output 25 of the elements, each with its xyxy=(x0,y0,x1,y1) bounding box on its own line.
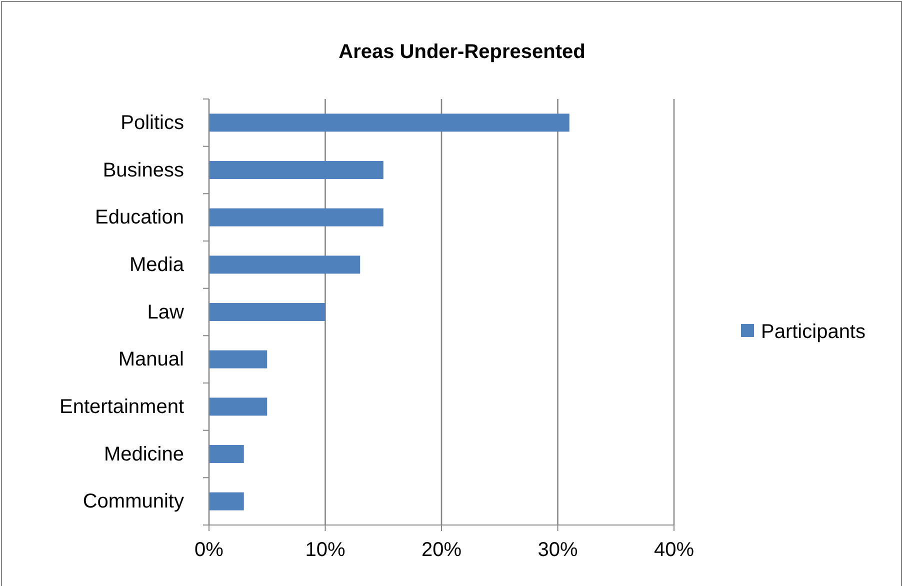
bar xyxy=(209,398,268,416)
legend-label: Participants xyxy=(761,321,866,343)
bar xyxy=(209,445,244,463)
bar xyxy=(209,114,570,132)
x-tick-label: 40% xyxy=(654,539,694,561)
y-tick-label: Law xyxy=(147,301,185,324)
bar xyxy=(209,303,326,321)
y-tick-label: Medicine xyxy=(104,443,184,466)
y-tick-label: Business xyxy=(102,159,184,182)
bar xyxy=(209,350,268,368)
y-tick-label: Media xyxy=(130,254,185,276)
bar xyxy=(209,161,384,179)
y-tick-label: Entertainment xyxy=(59,396,184,418)
x-tick-label: 0% xyxy=(194,539,224,561)
y-tick-label: Politics xyxy=(120,112,184,134)
x-tick-label: 20% xyxy=(421,539,462,561)
y-tick-label: Manual xyxy=(118,348,184,371)
chart-title: Areas Under-Represented xyxy=(338,41,586,63)
bar xyxy=(209,256,360,274)
x-tick-label: 30% xyxy=(538,539,578,561)
y-tick-label: Education xyxy=(95,206,184,229)
bar xyxy=(209,492,244,510)
y-tick-label: Community xyxy=(82,490,184,513)
bar xyxy=(209,208,384,226)
x-tick-label: 10% xyxy=(305,539,346,561)
